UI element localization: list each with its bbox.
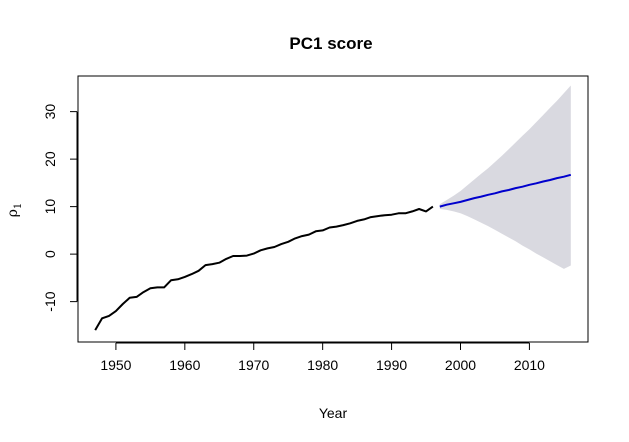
y-tick-label: 30 [42,104,58,120]
y-tick-label: 10 [42,199,58,215]
x-tick-label: 1970 [238,357,269,373]
observed-series-line [94,205,434,331]
y-axis-label-symbol: ρ [5,209,21,217]
x-tick-label: 2000 [445,357,476,373]
y-tick-label: 0 [42,250,58,258]
y-axis-label-subscript: 1 [13,203,24,209]
x-axis: 1950 1960 1970 1980 1990 2000 2010 [100,342,545,373]
x-tick-label: 1950 [100,357,131,373]
forecast-interval-band [439,85,571,269]
x-tick-label: 2010 [514,357,545,373]
forecast-series-line [439,173,572,208]
x-tick-label: 1990 [376,357,407,373]
y-axis-label: ρ1 [5,203,24,218]
chart-title: PC1 score [289,34,372,53]
series-line-layer [94,173,572,331]
y-axis: -10 0 10 20 30 [42,104,78,312]
forecast-interval-band-layer [439,85,571,269]
x-tick-label: 1980 [307,357,338,373]
y-tick-label: -10 [42,291,58,311]
x-axis-label: Year [319,405,348,421]
x-tick-label: 1960 [169,357,200,373]
plot-frame [77,75,589,343]
y-tick-label: 20 [42,151,58,167]
